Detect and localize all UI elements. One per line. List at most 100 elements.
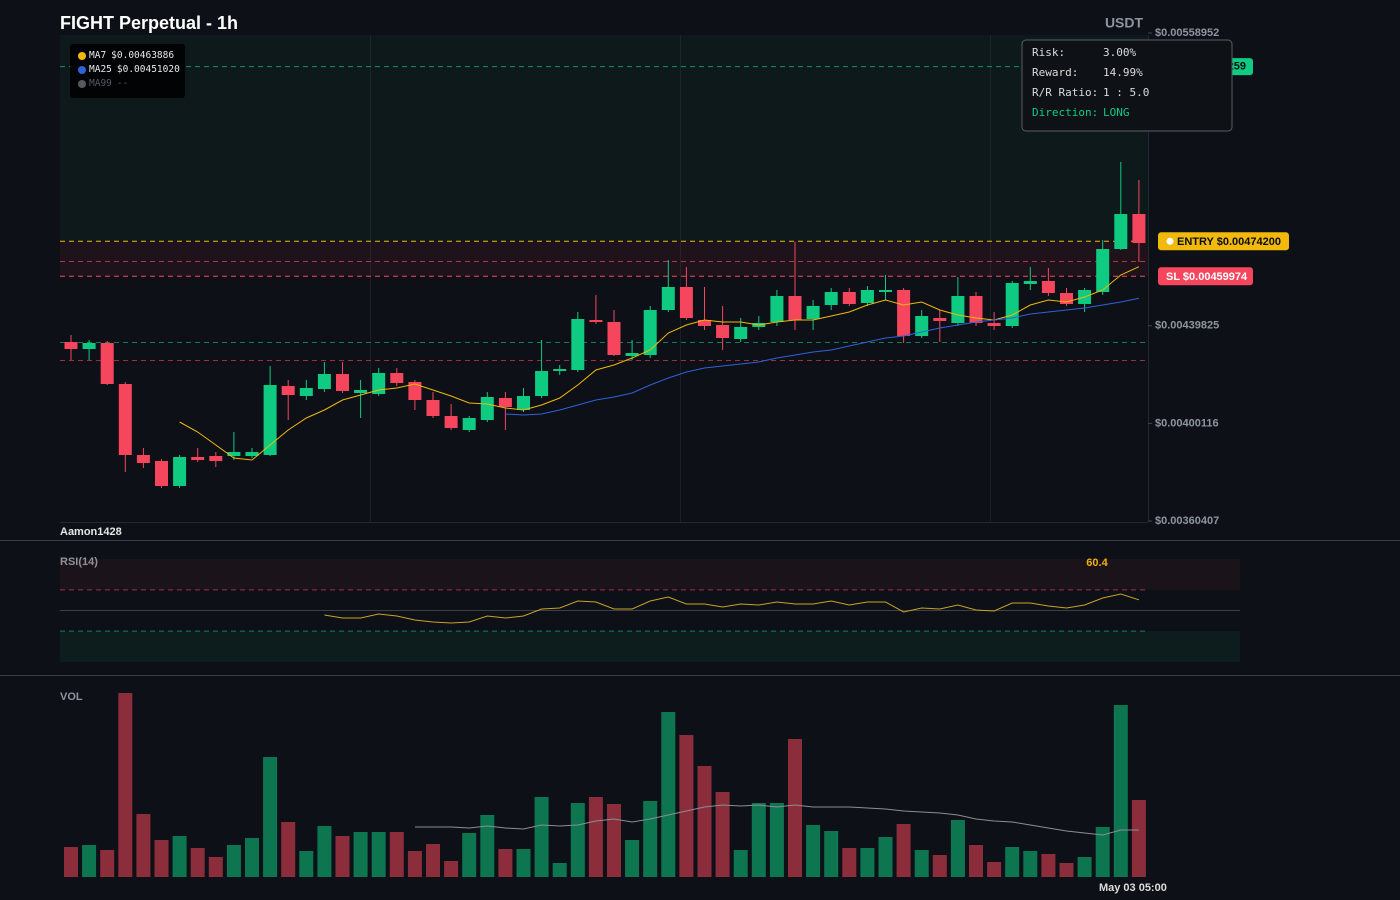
candle-body <box>897 290 911 336</box>
volume-bar <box>715 792 730 877</box>
volume-bar <box>299 851 314 877</box>
rsi-line <box>324 593 1140 624</box>
info-label: R/R Ratio: <box>1032 86 1098 99</box>
candle-body <box>824 291 838 305</box>
volume-bar <box>588 797 603 877</box>
volume-bar <box>480 815 495 877</box>
candle-body <box>607 322 621 355</box>
trade-info-panel: Risk: 3.00% Reward: 14.99% R/R Ratio: 1 : 5.0… <box>1021 39 1233 132</box>
volume-bar <box>661 712 676 877</box>
price-tick-label: $0.00558952 <box>1155 27 1219 39</box>
info-label: Direction: <box>1032 106 1098 119</box>
candle-body <box>1060 292 1073 304</box>
candle-body <box>480 396 494 420</box>
candle-body <box>299 387 313 397</box>
volume-bar <box>208 857 223 877</box>
x-tick-label: May 03 05:00 <box>1099 882 1167 894</box>
volume-bar <box>426 844 440 877</box>
info-label: Risk: <box>1032 46 1065 59</box>
volume-bar <box>643 801 658 877</box>
volume-bar <box>389 832 404 877</box>
watermark: Aamon1428 <box>60 526 122 538</box>
volume-bar <box>82 845 97 877</box>
volume-bar <box>1095 827 1110 877</box>
candle-body <box>517 396 530 410</box>
candle-body <box>1005 282 1019 327</box>
volume-bar <box>100 850 115 877</box>
volume-bar <box>1113 705 1128 877</box>
candle-body <box>498 398 512 407</box>
candle-body <box>372 373 386 394</box>
legend-entry: MA99 -- <box>89 78 128 89</box>
info-box <box>1021 39 1233 132</box>
volume-bar <box>806 825 821 877</box>
candle-body <box>444 415 458 429</box>
candle-body <box>281 386 295 396</box>
volume-bar <box>625 840 640 877</box>
volume-bar <box>1023 851 1038 877</box>
legend-swatch <box>78 52 86 60</box>
volume-bar <box>914 850 929 877</box>
legend-entry: MA7 $0.00463886 <box>89 50 174 61</box>
volume-bar <box>462 833 477 877</box>
volume-bar <box>932 855 947 877</box>
volume-bar <box>226 845 241 877</box>
volume-bar <box>118 693 133 877</box>
candle-body <box>136 454 150 464</box>
candle-body <box>173 456 187 486</box>
legend-swatch <box>78 80 86 88</box>
volume-bar <box>769 803 784 877</box>
rsi-last-value: 60.4 <box>1086 557 1108 569</box>
candle-body <box>1132 214 1146 244</box>
price-tick-label: $0.00439825 <box>1155 320 1219 332</box>
candle-body <box>716 325 730 339</box>
volume-bar <box>136 814 151 877</box>
volume-bar <box>245 838 259 877</box>
legend-box <box>70 44 185 98</box>
volume-bar <box>751 803 766 877</box>
candle-body <box>336 374 349 391</box>
ma-line <box>505 297 1140 416</box>
volume-bar <box>679 735 694 877</box>
candle-body <box>245 451 259 457</box>
candle-body <box>625 352 639 356</box>
candle-body <box>879 290 892 292</box>
volume-bar <box>335 836 350 877</box>
volume-bar <box>353 832 368 877</box>
candle-body <box>263 384 277 455</box>
candle-body <box>1096 249 1110 292</box>
info-value: 1 : 5.0 <box>1103 86 1149 99</box>
volume-bar <box>263 757 278 877</box>
candle-body <box>100 342 114 384</box>
legend-value: $0.00451020 <box>117 64 180 75</box>
volume-bar <box>317 826 332 877</box>
volume-bar <box>64 847 78 877</box>
volume-bar <box>896 824 911 877</box>
candle-body <box>553 368 567 371</box>
candle-body <box>698 319 711 327</box>
volume-bar <box>987 862 1002 877</box>
loss-zone <box>60 241 1148 277</box>
candle-body <box>1114 214 1128 250</box>
volume-bar <box>788 739 802 877</box>
legend-entry: MA25 $0.00451020 <box>89 64 180 75</box>
rsi-title: RSI(14) <box>60 556 98 568</box>
candle-body <box>788 295 802 320</box>
volume-bar <box>444 861 459 877</box>
volume-bar <box>570 803 585 877</box>
candle-body <box>842 291 856 304</box>
volume-bar <box>1059 863 1074 877</box>
volume-bar <box>371 832 386 877</box>
currency-label: USDT <box>1105 15 1144 31</box>
legend-name: MA25 <box>89 64 112 75</box>
volume-bar <box>407 851 422 877</box>
volume-bar <box>878 837 893 877</box>
ma-line <box>179 266 1140 461</box>
info-value: LONG <box>1103 106 1130 119</box>
legend-swatch <box>78 66 86 74</box>
volume-bar <box>950 820 965 877</box>
volume-bar <box>1005 847 1020 877</box>
